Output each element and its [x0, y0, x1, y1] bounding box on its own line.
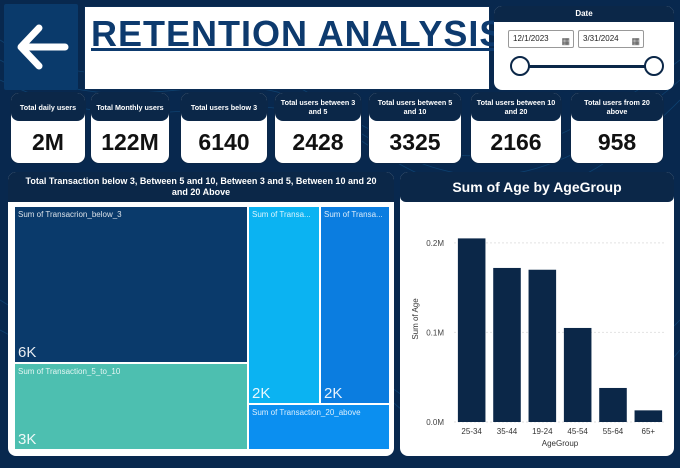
- x-tick-label: 55-64: [603, 427, 624, 436]
- treemap-title: Total Transaction below 3, Between 5 and…: [8, 172, 394, 202]
- bar[interactable]: [634, 410, 663, 422]
- x-axis-label: AgeGroup: [542, 439, 579, 448]
- chart-title: Sum of Age by AgeGroup: [400, 172, 674, 202]
- age-bar-chart-panel: Sum of Age by AgeGroup 0.0M 0.1M 0.2M 25-34…: [400, 172, 674, 456]
- bar[interactable]: [528, 269, 557, 422]
- back-button[interactable]: [4, 4, 78, 90]
- kpi-value: 122M: [101, 129, 159, 155]
- y-axis-label: Sum of Age: [411, 298, 420, 340]
- treemap-area: Sum of Transacrion_below_3 6K Sum of Trans…: [14, 206, 390, 450]
- date-slicer-label: Date: [494, 6, 674, 22]
- kpi-value: 2428: [292, 129, 344, 155]
- kpi-value: 6140: [198, 129, 250, 155]
- bar[interactable]: [563, 327, 592, 422]
- kpi-value: 2M: [32, 129, 64, 155]
- x-tick-label: 45-54: [567, 427, 588, 436]
- bar[interactable]: [599, 387, 627, 422]
- treemap-cell-label: Sum of Transa...: [252, 210, 311, 219]
- date-slicer: Date 12/1/2023 ▦ 3/31/2024 ▦: [494, 6, 674, 90]
- treemap-cell-value: 2K: [252, 385, 271, 402]
- transaction-treemap-panel: Total Transaction below 3, Between 5 and…: [8, 172, 394, 456]
- x-tick-label: 35-44: [497, 427, 518, 436]
- kpi-card: Total users below 3 6140: [180, 92, 268, 164]
- x-tick-label: 25-34: [461, 427, 482, 436]
- y-tick-label: 0.2M: [426, 239, 444, 248]
- title-panel: RETENTION ANALYSIS: [84, 6, 503, 90]
- end-date-value: 3/31/2024: [583, 34, 619, 43]
- start-date-value: 12/1/2023: [513, 34, 549, 43]
- kpi-card: Total users from 20 above 958: [570, 92, 664, 164]
- kpi-value: 958: [597, 129, 637, 155]
- age-bar-chart: 0.0M 0.1M 0.2M 25-34 35-44 19-24 45-54 55-64 65+…: [411, 238, 666, 448]
- kpi-label: Total users between 10 and 20: [471, 93, 561, 121]
- treemap-cell-label: Sum of Transa...: [324, 210, 383, 219]
- calendar-icon[interactable]: ▦: [631, 36, 640, 46]
- kpi-label: Total Monthly users: [91, 93, 169, 121]
- date-range-slider[interactable]: [520, 65, 654, 68]
- treemap-cell-value: 2K: [324, 385, 343, 402]
- kpi-card: Total daily users 2M: [10, 92, 86, 164]
- kpi-label: Total users between 5 and 10: [369, 93, 461, 121]
- treemap-cell[interactable]: Sum of Transacrion_below_3 6K: [14, 206, 248, 363]
- bar[interactable]: [457, 238, 486, 422]
- kpi-card: Total users between 3 and 5 2428: [274, 92, 362, 164]
- x-tick-label: 65+: [642, 427, 656, 436]
- treemap-cell[interactable]: Sum of Transaction_5_to_10 3K: [14, 363, 248, 450]
- treemap-cell-value: 3K: [18, 431, 37, 448]
- x-tick-label: 19-24: [532, 427, 553, 436]
- kpi-card: Total users between 5 and 10 3325: [368, 92, 462, 164]
- y-tick-label: 0.1M: [426, 328, 444, 337]
- kpi-label: Total users below 3: [181, 93, 267, 121]
- page-title: RETENTION ANALYSIS: [91, 13, 505, 54]
- treemap-cell-value: 6K: [18, 344, 37, 361]
- kpi-card: Total Monthly users 122M: [90, 92, 170, 164]
- back-arrow-icon: [17, 24, 69, 70]
- calendar-icon[interactable]: ▦: [561, 36, 570, 46]
- kpi-label: Total users between 3 and 5: [275, 93, 361, 121]
- end-date-input[interactable]: 3/31/2024 ▦: [578, 30, 644, 48]
- slider-end-handle[interactable]: [644, 56, 664, 76]
- slider-start-handle[interactable]: [510, 56, 530, 76]
- start-date-input[interactable]: 12/1/2023 ▦: [508, 30, 574, 48]
- treemap-cell[interactable]: Sum of Transa... 2K: [248, 206, 320, 404]
- bar[interactable]: [493, 267, 521, 422]
- treemap-cell-label: Sum of Transaction_20_above: [252, 408, 361, 417]
- treemap-cell-label: Sum of Transaction_5_to_10: [18, 367, 121, 376]
- treemap-cell[interactable]: Sum of Transaction_20_above: [248, 404, 390, 450]
- y-tick-label: 0.0M: [426, 418, 444, 427]
- kpi-label: Total daily users: [11, 93, 85, 121]
- kpi-value: 3325: [389, 129, 441, 155]
- kpi-card: Total users between 10 and 20 2166: [470, 92, 562, 164]
- treemap-cell-label: Sum of Transacrion_below_3: [18, 210, 122, 219]
- treemap-cell[interactable]: Sum of Transa... 2K: [320, 206, 390, 404]
- kpi-value: 2166: [490, 129, 542, 155]
- kpi-label: Total users from 20 above: [571, 93, 663, 121]
